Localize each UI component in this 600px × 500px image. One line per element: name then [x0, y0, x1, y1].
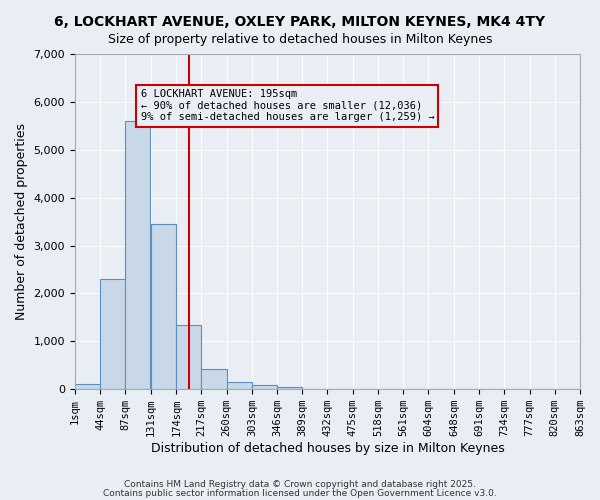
- Text: 6, LOCKHART AVENUE, OXLEY PARK, MILTON KEYNES, MK4 4TY: 6, LOCKHART AVENUE, OXLEY PARK, MILTON K…: [55, 15, 545, 29]
- Bar: [75, 384, 100, 389]
- Bar: [277, 388, 302, 389]
- Bar: [125, 121, 151, 389]
- Text: Contains HM Land Registry data © Crown copyright and database right 2025.: Contains HM Land Registry data © Crown c…: [124, 480, 476, 489]
- Text: Contains public sector information licensed under the Open Government Licence v3: Contains public sector information licen…: [103, 488, 497, 498]
- Bar: [100, 279, 125, 389]
- Bar: [176, 324, 202, 389]
- Text: Size of property relative to detached houses in Milton Keynes: Size of property relative to detached ho…: [108, 32, 492, 46]
- Y-axis label: Number of detached properties: Number of detached properties: [15, 123, 28, 320]
- Bar: [202, 368, 227, 389]
- X-axis label: Distribution of detached houses by size in Milton Keynes: Distribution of detached houses by size …: [151, 442, 505, 455]
- Text: 6 LOCKHART AVENUE: 195sqm
← 90% of detached houses are smaller (12,036)
9% of se: 6 LOCKHART AVENUE: 195sqm ← 90% of detac…: [140, 89, 434, 122]
- Bar: [227, 382, 252, 389]
- Bar: [151, 224, 176, 389]
- Bar: [252, 386, 277, 389]
